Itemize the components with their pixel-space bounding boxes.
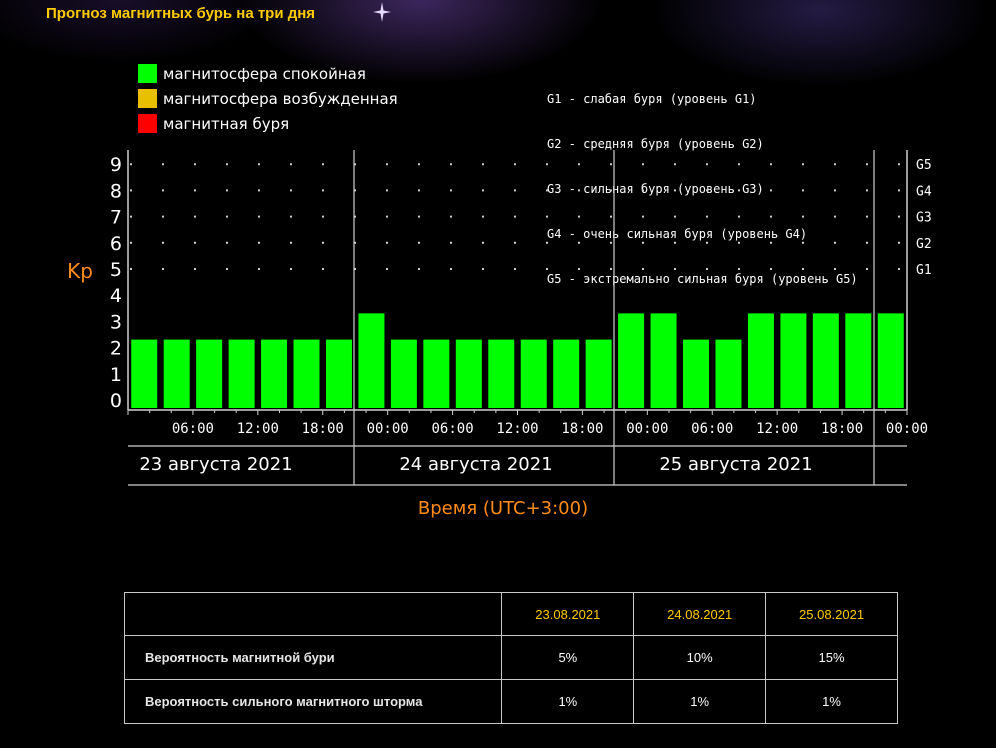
kp-bar <box>812 313 839 408</box>
table-cell: 1% <box>501 679 635 724</box>
storm-level-g3: G3 - сильная буря (уровень G3) <box>547 182 764 196</box>
y-tick-label: 9 <box>110 154 122 176</box>
y-tick-label: 8 <box>110 180 122 202</box>
y-axis-label: Kp <box>67 259 93 283</box>
kp-bar <box>455 339 482 408</box>
y-tick-label: 6 <box>110 233 122 255</box>
kp-bar <box>358 313 385 408</box>
kp-bar <box>650 313 677 408</box>
legend-swatch-excited <box>138 89 157 108</box>
y-tick-label: 1 <box>110 364 122 386</box>
g-level-tick-label: G4 <box>916 184 932 199</box>
g-level-tick-label: G1 <box>916 263 932 278</box>
row-label: Вероятность сильного магнитного шторма <box>123 679 503 724</box>
y-tick-label: 3 <box>110 311 122 333</box>
y-tick-label: 0 <box>110 390 122 412</box>
time-tick-label: 00:00 <box>367 421 409 437</box>
table-header-row: 23.08.2021 24.08.2021 25.08.2021 <box>123 592 898 636</box>
chart-grid <box>128 163 907 270</box>
legend-item-excited: магнитосфера возбужденная <box>138 86 398 111</box>
y-tick-label: 4 <box>110 285 122 307</box>
table-header-date: 25.08.2021 <box>765 592 898 636</box>
kp-bar <box>877 313 904 408</box>
kp-bar <box>715 339 742 408</box>
table-header-empty <box>123 592 503 636</box>
kp-bar <box>131 339 158 408</box>
page-title: Прогноз магнитных бурь на три дня <box>46 5 316 22</box>
kp-bar <box>325 339 352 408</box>
forecast-table: 23.08.2021 24.08.2021 25.08.2021 Вероятн… <box>123 592 898 724</box>
legend-item-storm: магнитная буря <box>138 111 398 136</box>
table-cell: 1% <box>765 679 898 724</box>
time-tick-label: 12:00 <box>496 421 538 437</box>
time-tick-label: 06:00 <box>172 421 214 437</box>
time-tick-label: 06:00 <box>691 421 733 437</box>
storm-level-g4: G4 - очень сильная буря (уровень G4) <box>547 227 808 241</box>
time-tick-label: 12:00 <box>756 421 798 437</box>
kp-bar <box>196 339 223 408</box>
kp-bar <box>163 339 190 408</box>
storm-level-g1: G1 - слабая буря (уровень G1) <box>547 92 757 106</box>
day-label: 25 августа 2021 <box>659 454 812 475</box>
table-row: Вероятность сильного магнитного шторма 1… <box>123 679 898 724</box>
y-tick-label: 2 <box>110 338 122 360</box>
kp-bar <box>747 313 774 408</box>
sparkle-icon <box>373 2 391 22</box>
storm-level-legend: G1 - слабая буря (уровень G1) G2 - средн… <box>547 62 858 302</box>
day-label: 23 августа 2021 <box>139 454 292 475</box>
time-tick-label: 00:00 <box>626 421 668 437</box>
kp-forecast-chart: 0 1 2 3 4 5 6 7 8 9 G1 G2 G3 G4 G5 Kp 06:00 12:00 18:00 00:… <box>67 150 932 519</box>
day-label: 24 августа 2021 <box>399 454 552 475</box>
kp-bar <box>488 339 515 408</box>
kp-bar <box>683 339 710 408</box>
kp-bar <box>261 339 288 408</box>
g-level-tick-label: G3 <box>916 211 932 226</box>
storm-level-g2: G2 - средняя буря (уровень G2) <box>547 137 764 151</box>
kp-bar <box>585 339 612 408</box>
x-axis-label: Время (UTC+3:00) <box>418 498 588 519</box>
kp-bar <box>553 339 580 408</box>
chart-labels: 0 1 2 3 4 5 6 7 8 9 G1 G2 G3 G4 G5 Kp 06:00 12:00 18:00 00:… <box>67 154 932 519</box>
legend-label-storm: магнитная буря <box>163 114 290 133</box>
y-tick-label: 7 <box>110 207 122 229</box>
table-cell: 5% <box>501 635 635 680</box>
table-header-date: 23.08.2021 <box>501 592 635 636</box>
legend-swatch-storm <box>138 114 157 133</box>
g-level-tick-label: G5 <box>916 158 932 173</box>
time-tick-label: 18:00 <box>821 421 863 437</box>
storm-level-g5: G5 - экстремально сильная буря (уровень … <box>547 272 858 286</box>
kp-bar <box>293 339 320 408</box>
time-tick-label: 12:00 <box>237 421 279 437</box>
kp-bar <box>423 339 450 408</box>
kp-bar <box>520 339 547 408</box>
table-row: Вероятность магнитной бури 5% 10% 15% <box>123 635 898 680</box>
kp-bar <box>228 339 255 408</box>
legend-swatch-quiet <box>138 64 157 83</box>
table-header-date: 24.08.2021 <box>633 592 767 636</box>
table-cell: 15% <box>765 635 898 680</box>
time-tick-label: 18:00 <box>302 421 344 437</box>
row-label: Вероятность магнитной бури <box>123 635 503 680</box>
kp-bar <box>845 313 872 408</box>
g-level-tick-label: G2 <box>916 237 932 252</box>
background-glow <box>0 0 996 190</box>
kp-bar <box>390 339 417 408</box>
legend-item-quiet: магнитосфера спокойная <box>138 61 398 86</box>
chart-legend: магнитосфера спокойная магнитосфера возб… <box>138 61 398 136</box>
table-cell: 1% <box>633 679 767 724</box>
kp-bar <box>618 313 645 408</box>
table-cell: 10% <box>633 635 767 680</box>
y-tick-label: 5 <box>110 259 122 281</box>
legend-label-quiet: магнитосфера спокойная <box>163 64 366 83</box>
time-tick-label: 00:00 <box>886 421 928 437</box>
legend-label-excited: магнитосфера возбужденная <box>163 89 398 108</box>
time-tick-label: 18:00 <box>561 421 603 437</box>
time-tick-label: 06:00 <box>432 421 474 437</box>
chart-bars <box>131 313 904 408</box>
chart-axes <box>127 150 908 486</box>
kp-bar <box>780 313 807 408</box>
